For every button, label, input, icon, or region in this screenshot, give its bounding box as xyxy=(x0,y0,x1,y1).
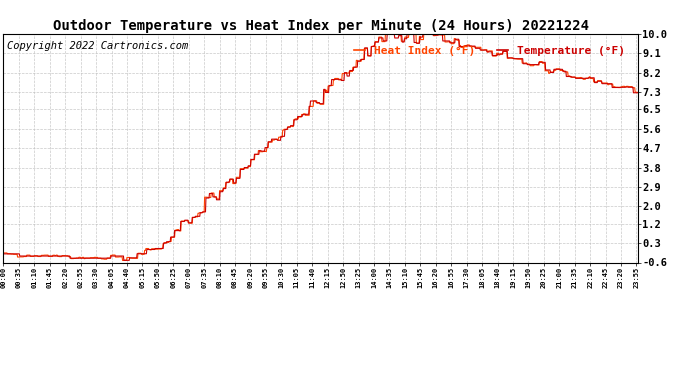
Legend: Heat Index (°F), Temperature (°F): Heat Index (°F), Temperature (°F) xyxy=(349,42,629,60)
Text: Copyright 2022 Cartronics.com: Copyright 2022 Cartronics.com xyxy=(7,40,188,51)
Title: Outdoor Temperature vs Heat Index per Minute (24 Hours) 20221224: Outdoor Temperature vs Heat Index per Mi… xyxy=(53,18,589,33)
